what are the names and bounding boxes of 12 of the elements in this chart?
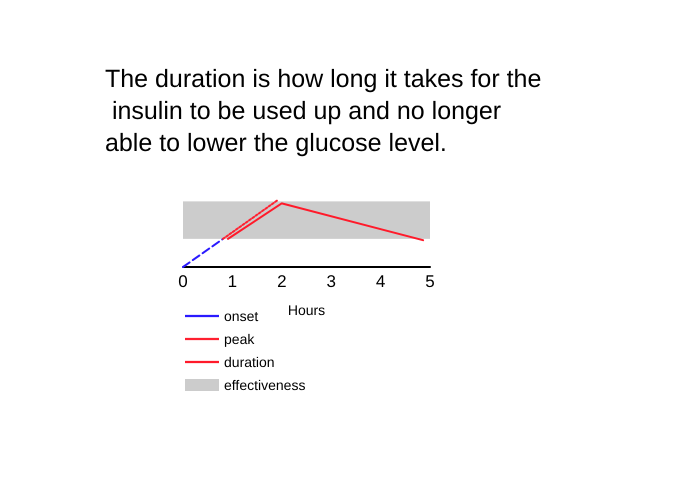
x-tick-label: 2 [277,272,287,291]
legend-label: duration [224,354,275,370]
x-tick-label: 5 [425,272,435,291]
legend-label: onset [224,308,258,324]
x-tick-label: 4 [376,272,386,291]
legend-label: peak [224,331,256,347]
chart-title: The duration is how long it takes for the insulin to be used up and no longer able to lower the glucose level. [105,65,542,157]
x-tick-label: 1 [228,272,238,291]
legend-label: effectiveness [224,377,306,393]
x-tick-label: 0 [178,272,188,291]
x-tick-label: 3 [326,272,336,291]
x-axis-title: Hours [288,302,326,318]
